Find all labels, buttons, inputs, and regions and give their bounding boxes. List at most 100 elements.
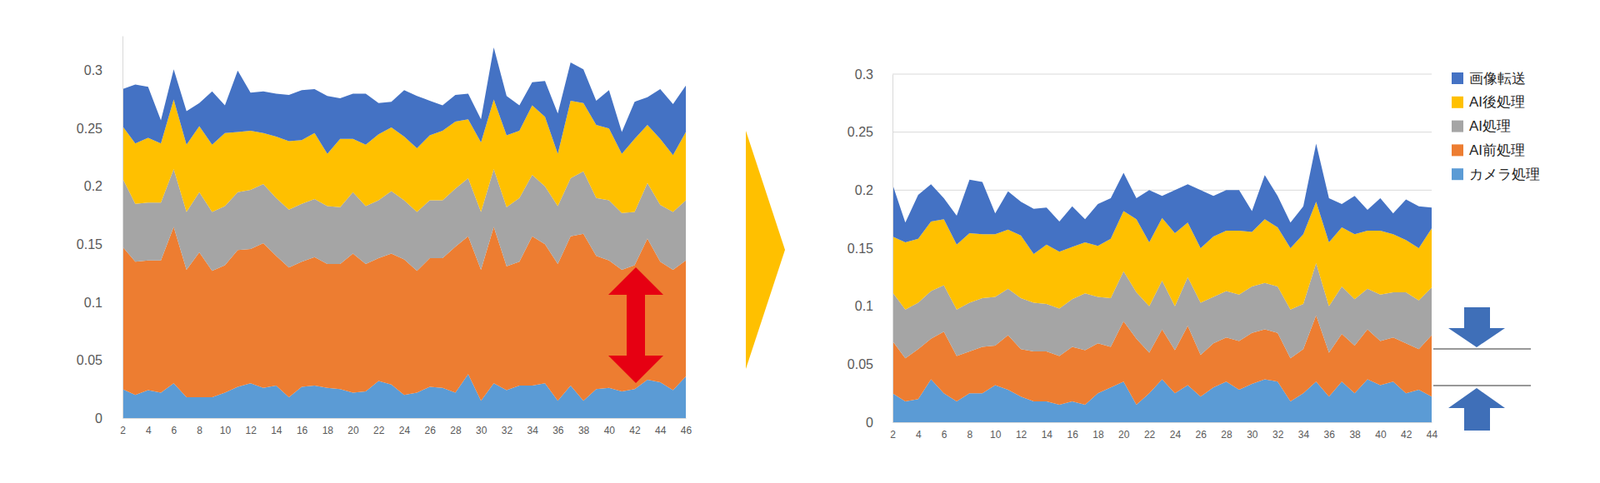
x-tick: 40 [604,418,616,437]
x-tick: 40 [1375,422,1387,441]
x-tick-label: 2 [890,429,896,441]
x-tick-label: 44 [655,425,667,437]
x-tick: 46 [680,418,693,437]
legend-swatch [1451,96,1464,109]
x-tick: 30 [1246,422,1259,441]
x-tick-label: 18 [1092,429,1105,441]
x-tick-label: 4 [145,425,152,437]
y-tick-label: 0.1 [84,295,103,310]
plot-area [122,47,686,419]
x-tick: 4 [915,422,922,441]
y-tick: 0.2 [84,179,123,194]
x-tick: 20 [1118,422,1130,441]
marker-line [1433,385,1531,386]
plot-area [892,144,1432,423]
x-tick: 42 [1400,422,1413,441]
y-tick-label: 0.1 [855,299,874,314]
x-tick-label: 28 [450,425,462,437]
x-tick-label: 8 [967,429,974,441]
y-tick-label: 0.3 [855,67,874,82]
y-tick: 0.15 [76,237,123,252]
x-tick: 26 [1195,422,1208,441]
x-tick-label: 14 [270,425,283,437]
x-tick: 44 [1426,422,1439,441]
y-tick: 0.2 [855,183,893,198]
transition-arrow [745,130,785,370]
x-tick: 2 [890,422,896,441]
legend: 画像転送AI後処理AI処理AI前処理カメラ処理 [1451,70,1540,183]
y-tick-label: 0.05 [76,353,103,368]
y-tick-label: 0.3 [84,63,103,78]
x-tick-label: 12 [245,425,257,437]
legend-label: AI前処理 [1469,142,1525,159]
x-tick: 10 [220,418,232,437]
legend-label: カメラ処理 [1469,166,1540,183]
x-tick-label: 36 [552,425,565,437]
x-tick: 32 [1272,422,1285,441]
y-tick: 0.25 [76,121,123,136]
up-arrow [1448,388,1505,431]
x-tick: 14 [270,418,283,437]
x-tick-label: 36 [1324,429,1336,441]
x-tick-label: 6 [941,429,948,441]
x-tick-label: 38 [1349,429,1361,441]
x-tick-label: 20 [1118,429,1130,441]
x-tick-label: 46 [680,425,693,437]
x-tick-label: 2 [120,425,126,437]
x-tick: 14 [1041,422,1054,441]
y-tick: 0.1 [84,295,123,310]
y-tick: 0.1 [855,299,893,314]
x-tick: 26 [425,418,437,437]
x-tick-label: 38 [578,425,590,437]
legend-swatch [1451,168,1464,180]
y-tick: 0.3 [855,67,893,82]
x-tick: 22 [373,418,385,437]
area-segment [122,47,686,155]
y-tick-label: 0 [865,415,874,430]
y-tick-label: 0.15 [847,241,874,256]
y-axis: 00.050.10.150.20.250.3 [76,36,124,426]
x-tick-label: 12 [1015,429,1028,441]
x-tick-label: 30 [475,425,488,437]
y-axis-line [122,36,124,420]
x-tick: 6 [171,418,178,437]
x-tick-label: 30 [1246,429,1259,441]
x-tick-label: 10 [220,425,232,437]
x-tick-label: 40 [604,425,616,437]
x-tick: 10 [990,422,1002,441]
y-tick-label: 0.25 [76,121,103,136]
x-tick: 8 [196,418,203,437]
x-tick-label: 24 [1170,429,1182,441]
x-tick: 32 [501,418,514,437]
x-tick: 42 [629,418,641,437]
legend-label: 画像転送 [1469,70,1526,87]
x-tick: 28 [450,418,462,437]
y-axis: 0 0.05 0.1 0.15 0.2 0.25 0.3 [847,67,894,430]
x-tick-label: 14 [1041,429,1054,441]
x-tick-label: 34 [1298,429,1310,441]
x-tick: 8 [967,422,974,441]
x-tick-label: 20 [347,425,360,437]
x-tick-label: 22 [1144,429,1156,441]
y-tick-label: 0.2 [84,179,103,194]
y-tick: 0.05 [847,357,893,372]
area-segment [892,144,1432,255]
x-tick: 16 [296,418,309,437]
decorations [608,130,1531,431]
x-tick: 36 [1324,422,1336,441]
x-tick: 12 [245,418,257,437]
x-tick: 24 [399,418,411,437]
y-tick: 0.25 [847,125,893,140]
x-tick: 38 [1349,422,1361,441]
x-tick-label: 16 [1066,429,1079,441]
x-tick: 20 [347,418,360,437]
x-tick-label: 34 [526,425,539,437]
canvas: 00.050.10.150.20.250.3246810121416182022… [0,0,1600,483]
x-tick: 22 [1144,422,1156,441]
x-tick: 16 [1066,422,1079,441]
legend-label: AI後処理 [1469,94,1525,110]
x-tick-label: 26 [1195,429,1208,441]
legend-swatch [1451,72,1464,85]
double-arrow [608,267,664,384]
x-tick: 34 [1298,422,1310,441]
